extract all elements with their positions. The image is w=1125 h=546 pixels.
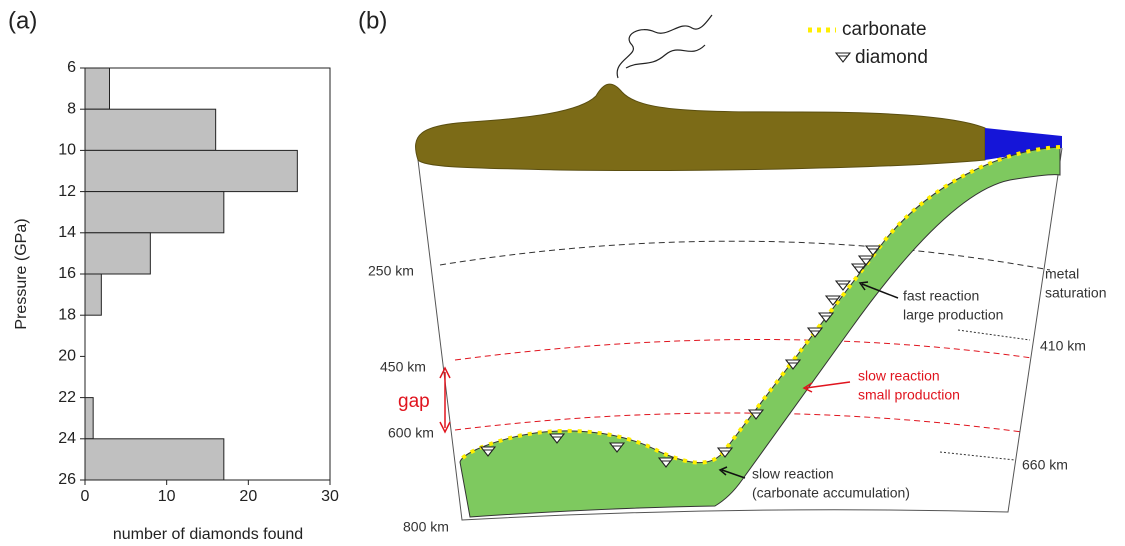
y-tick-label: 24 bbox=[58, 430, 76, 447]
y-tick-label: 18 bbox=[58, 306, 76, 323]
y-tick-label: 8 bbox=[67, 100, 76, 117]
y-tick-label: 22 bbox=[58, 389, 76, 406]
depth-line bbox=[455, 339, 1032, 360]
bar bbox=[85, 439, 224, 480]
panel-label: (a) bbox=[8, 7, 37, 34]
annotation: metal bbox=[1045, 266, 1079, 282]
annotation: small production bbox=[858, 387, 960, 403]
x-tick-label: 30 bbox=[321, 488, 339, 505]
annotation: fast reaction bbox=[903, 288, 979, 304]
y-tick-label: 26 bbox=[58, 471, 76, 488]
legend-label: carbonate bbox=[842, 19, 927, 40]
bar bbox=[85, 68, 110, 109]
crust bbox=[416, 84, 985, 170]
figure: (a) Pressure (GPa) number of diamonds fo… bbox=[0, 0, 1125, 546]
depth-label: 800 km bbox=[403, 519, 449, 535]
diagram: (b) carbonate diamond bbox=[358, 7, 1106, 534]
bar bbox=[85, 192, 224, 233]
depth-label: 450 km bbox=[380, 359, 426, 375]
y-tick-label: 20 bbox=[58, 348, 76, 365]
bar bbox=[85, 109, 216, 150]
panel-label: (b) bbox=[358, 7, 387, 34]
depth-line bbox=[440, 241, 1050, 270]
smoke bbox=[617, 15, 712, 78]
depth-label: 660 km bbox=[1022, 457, 1068, 473]
y-tick-label: 6 bbox=[67, 59, 76, 76]
y-tick-label: 16 bbox=[58, 265, 76, 282]
x-tick-label: 20 bbox=[239, 488, 257, 505]
depth-label: 410 km bbox=[1040, 338, 1086, 354]
legend-label: diamond bbox=[855, 47, 928, 68]
annotation: (carbonate accumulation) bbox=[752, 485, 910, 501]
annotation: slow reaction bbox=[858, 368, 940, 384]
x-tick-label: 0 bbox=[81, 488, 90, 505]
annotation: gap bbox=[398, 391, 430, 412]
bar bbox=[85, 274, 101, 315]
annotation: slow reaction bbox=[752, 466, 834, 482]
y-tick-label: 10 bbox=[58, 142, 76, 159]
bar bbox=[85, 150, 297, 191]
depth-label: 250 km bbox=[368, 263, 414, 279]
y-axis-label: Pressure (GPa) bbox=[13, 218, 30, 329]
x-axis-label: number of diamonds found bbox=[113, 526, 303, 543]
x-tick-label: 10 bbox=[158, 488, 176, 505]
bar bbox=[85, 233, 150, 274]
y-tick-label: 14 bbox=[58, 224, 76, 241]
y-tick-label: 12 bbox=[58, 183, 76, 200]
annotation: large production bbox=[903, 307, 1003, 323]
depth-label: 600 km bbox=[388, 425, 434, 441]
annotation: saturation bbox=[1045, 285, 1106, 301]
bar bbox=[85, 398, 93, 439]
